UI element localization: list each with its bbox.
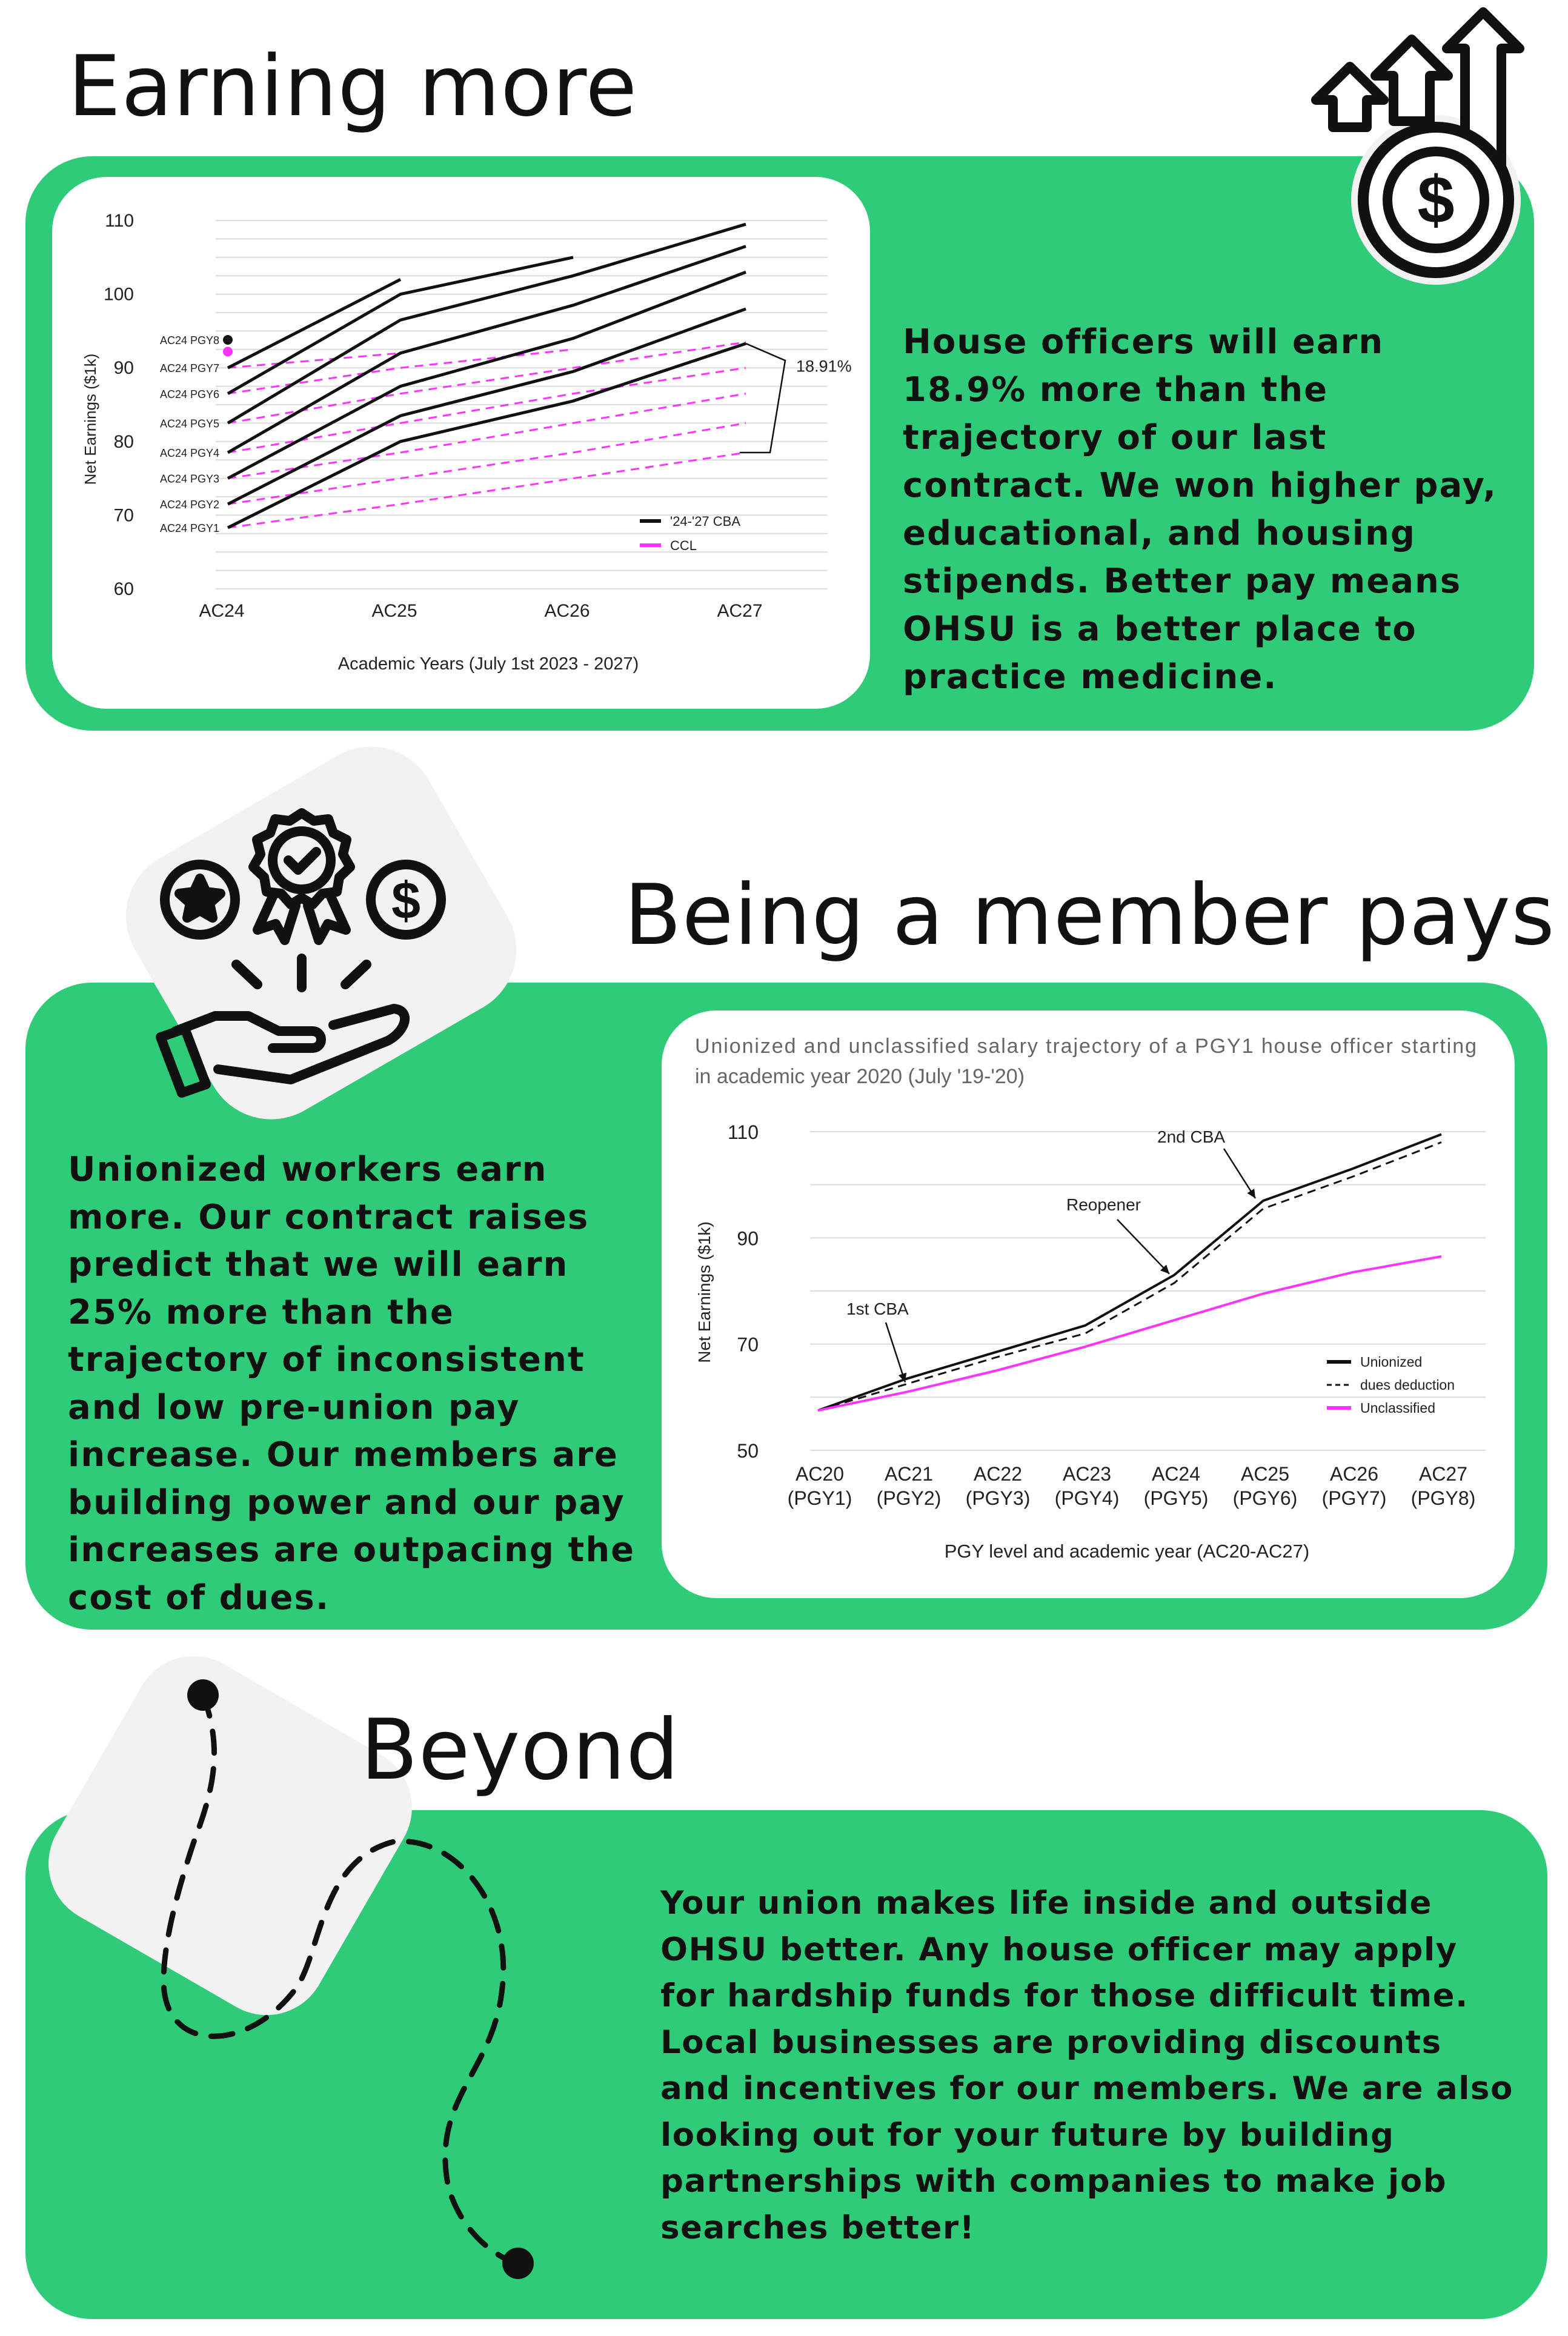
dollar-growth-arrows-icon: $ [1309, 0, 1551, 285]
cba-series-line [227, 342, 746, 529]
y-tick-label: 110 [728, 1121, 759, 1143]
legend-label: Unionized [1360, 1354, 1422, 1370]
section2-heading: Being a member pays [624, 866, 1555, 964]
chart2-annotation: 2nd CBA [1157, 1127, 1225, 1146]
cba-series-line [227, 278, 402, 370]
y-axis-label: Net Earnings ($1k) [695, 1221, 714, 1362]
section1-paragraph: House officers will earn 18.9% more than… [903, 322, 1497, 697]
y-tick-label: 60 [114, 579, 134, 599]
x-axis-label: Academic Years (July 1st 2023 - 2027) [338, 654, 639, 674]
cba-series-line [227, 245, 746, 454]
y-tick-label: 100 [104, 285, 134, 305]
x-tick-label: AC23 [1063, 1463, 1111, 1485]
svg-text:$: $ [1417, 163, 1454, 237]
difference-bracket [740, 342, 786, 454]
annotation-arrow [1117, 1219, 1170, 1275]
chart2-title: Unionized and unclassified salary trajec… [695, 1035, 1477, 1088]
chart2-annotation: Reopener [1066, 1195, 1141, 1214]
difference-annotation: 18.91% [796, 357, 852, 375]
cba-series-line [227, 307, 746, 506]
unclassified-series-line [817, 1255, 1442, 1412]
x-tick-label: AC24 [1152, 1463, 1200, 1485]
section1-heading: Earning more [68, 38, 638, 135]
x-tick-label: AC26 [544, 601, 590, 621]
section2-paragraph: Unionized workers earn more. Our contrac… [68, 1150, 636, 1618]
y-tick-label: 90 [737, 1227, 759, 1249]
chart2-salary-trajectory: Unionized and unclassified salary trajec… [695, 1035, 1486, 1562]
row-label: AC24 PGY1 [160, 522, 219, 534]
row-label: AC24 PGY6 [160, 388, 219, 400]
dashed-path-icon [139, 1660, 563, 2290]
chart2-card [662, 1010, 1515, 1598]
x-tick-label-pgy: (PGY2) [877, 1487, 942, 1509]
row-label: AC24 PGY4 [160, 447, 219, 459]
annotation-arrowhead [1160, 1264, 1169, 1274]
x-tick-label: AC26 [1330, 1463, 1378, 1485]
annotation-arrow [885, 1322, 906, 1383]
annotation-arrowhead [898, 1372, 907, 1382]
x-tick-label: AC25 [1241, 1463, 1289, 1485]
x-tick-label: AC22 [974, 1463, 1022, 1485]
ccl-series-line [227, 393, 746, 480]
y-tick-label: 70 [737, 1334, 759, 1356]
x-tick-label: AC27 [1419, 1463, 1467, 1485]
annotation-arrow [1223, 1148, 1257, 1199]
rewards-hand-icon: $ [151, 800, 479, 1103]
ccl-series-line [227, 348, 574, 395]
x-tick-label: AC21 [885, 1463, 933, 1485]
y-tick-label: 80 [114, 432, 134, 452]
row-label: AC24 PGY3 [160, 473, 219, 485]
cba-series-line [227, 222, 746, 425]
ccl-series-line [227, 422, 746, 505]
y-tick-label: 90 [114, 358, 134, 378]
cba-series-line [227, 270, 746, 480]
x-tick-label: AC27 [717, 601, 762, 621]
y-tick-label: 110 [105, 211, 134, 231]
pgy8-point [223, 334, 233, 345]
dues-deduction-series-line [817, 1141, 1442, 1412]
ccl-series-line [227, 367, 746, 454]
section3-paragraph: Your union makes life inside and outside… [660, 1885, 1513, 2246]
unionized-series-line [817, 1133, 1442, 1412]
x-tick-label-pgy: (PGY6) [1233, 1487, 1298, 1509]
y-tick-label: 50 [737, 1440, 759, 1462]
annotation-arrowhead [1247, 1189, 1255, 1198]
legend-cba-label: '24-'27 CBA [670, 514, 740, 529]
row-label: AC24 PGY8 [160, 334, 219, 347]
row-label: AC24 PGY2 [160, 499, 219, 511]
x-tick-label-pgy: (PGY7) [1322, 1487, 1387, 1509]
x-tick-label-pgy: (PGY4) [1055, 1487, 1120, 1509]
x-tick-label: AC20 [796, 1463, 844, 1485]
ccl-series-line [227, 341, 746, 424]
x-tick-label: AC24 [199, 601, 244, 621]
pgy8-point [223, 347, 233, 357]
x-tick-label-pgy: (PGY3) [966, 1487, 1031, 1509]
svg-text:$: $ [391, 872, 420, 930]
y-tick-label: 70 [114, 505, 134, 525]
legend-label: dues deduction [1360, 1377, 1455, 1393]
row-label: AC24 PGY7 [160, 362, 219, 374]
cba-series-line [227, 256, 574, 395]
row-label: AC24 PGY5 [160, 417, 219, 430]
legend-label: Unclassified [1360, 1400, 1435, 1416]
chart2-annotation: 1st CBA [846, 1299, 909, 1318]
x-axis-label: PGY level and academic year (AC20-AC27) [945, 1541, 1310, 1562]
chart1-earning-trajectory: 60 70 80 90 100 110 AC24 AC25 AC26 AC27 Academic Y… [81, 211, 852, 674]
section3-heading: Beyond [360, 1701, 680, 1799]
x-tick-label-pgy: (PGY8) [1411, 1487, 1476, 1509]
y-axis-label: Net Earnings ($1k) [81, 354, 99, 485]
x-tick-label: AC25 [371, 601, 417, 621]
x-tick-label-pgy: (PGY1) [788, 1487, 852, 1509]
legend-ccl-label: CCL [670, 538, 697, 553]
x-tick-label-pgy: (PGY5) [1144, 1487, 1209, 1509]
